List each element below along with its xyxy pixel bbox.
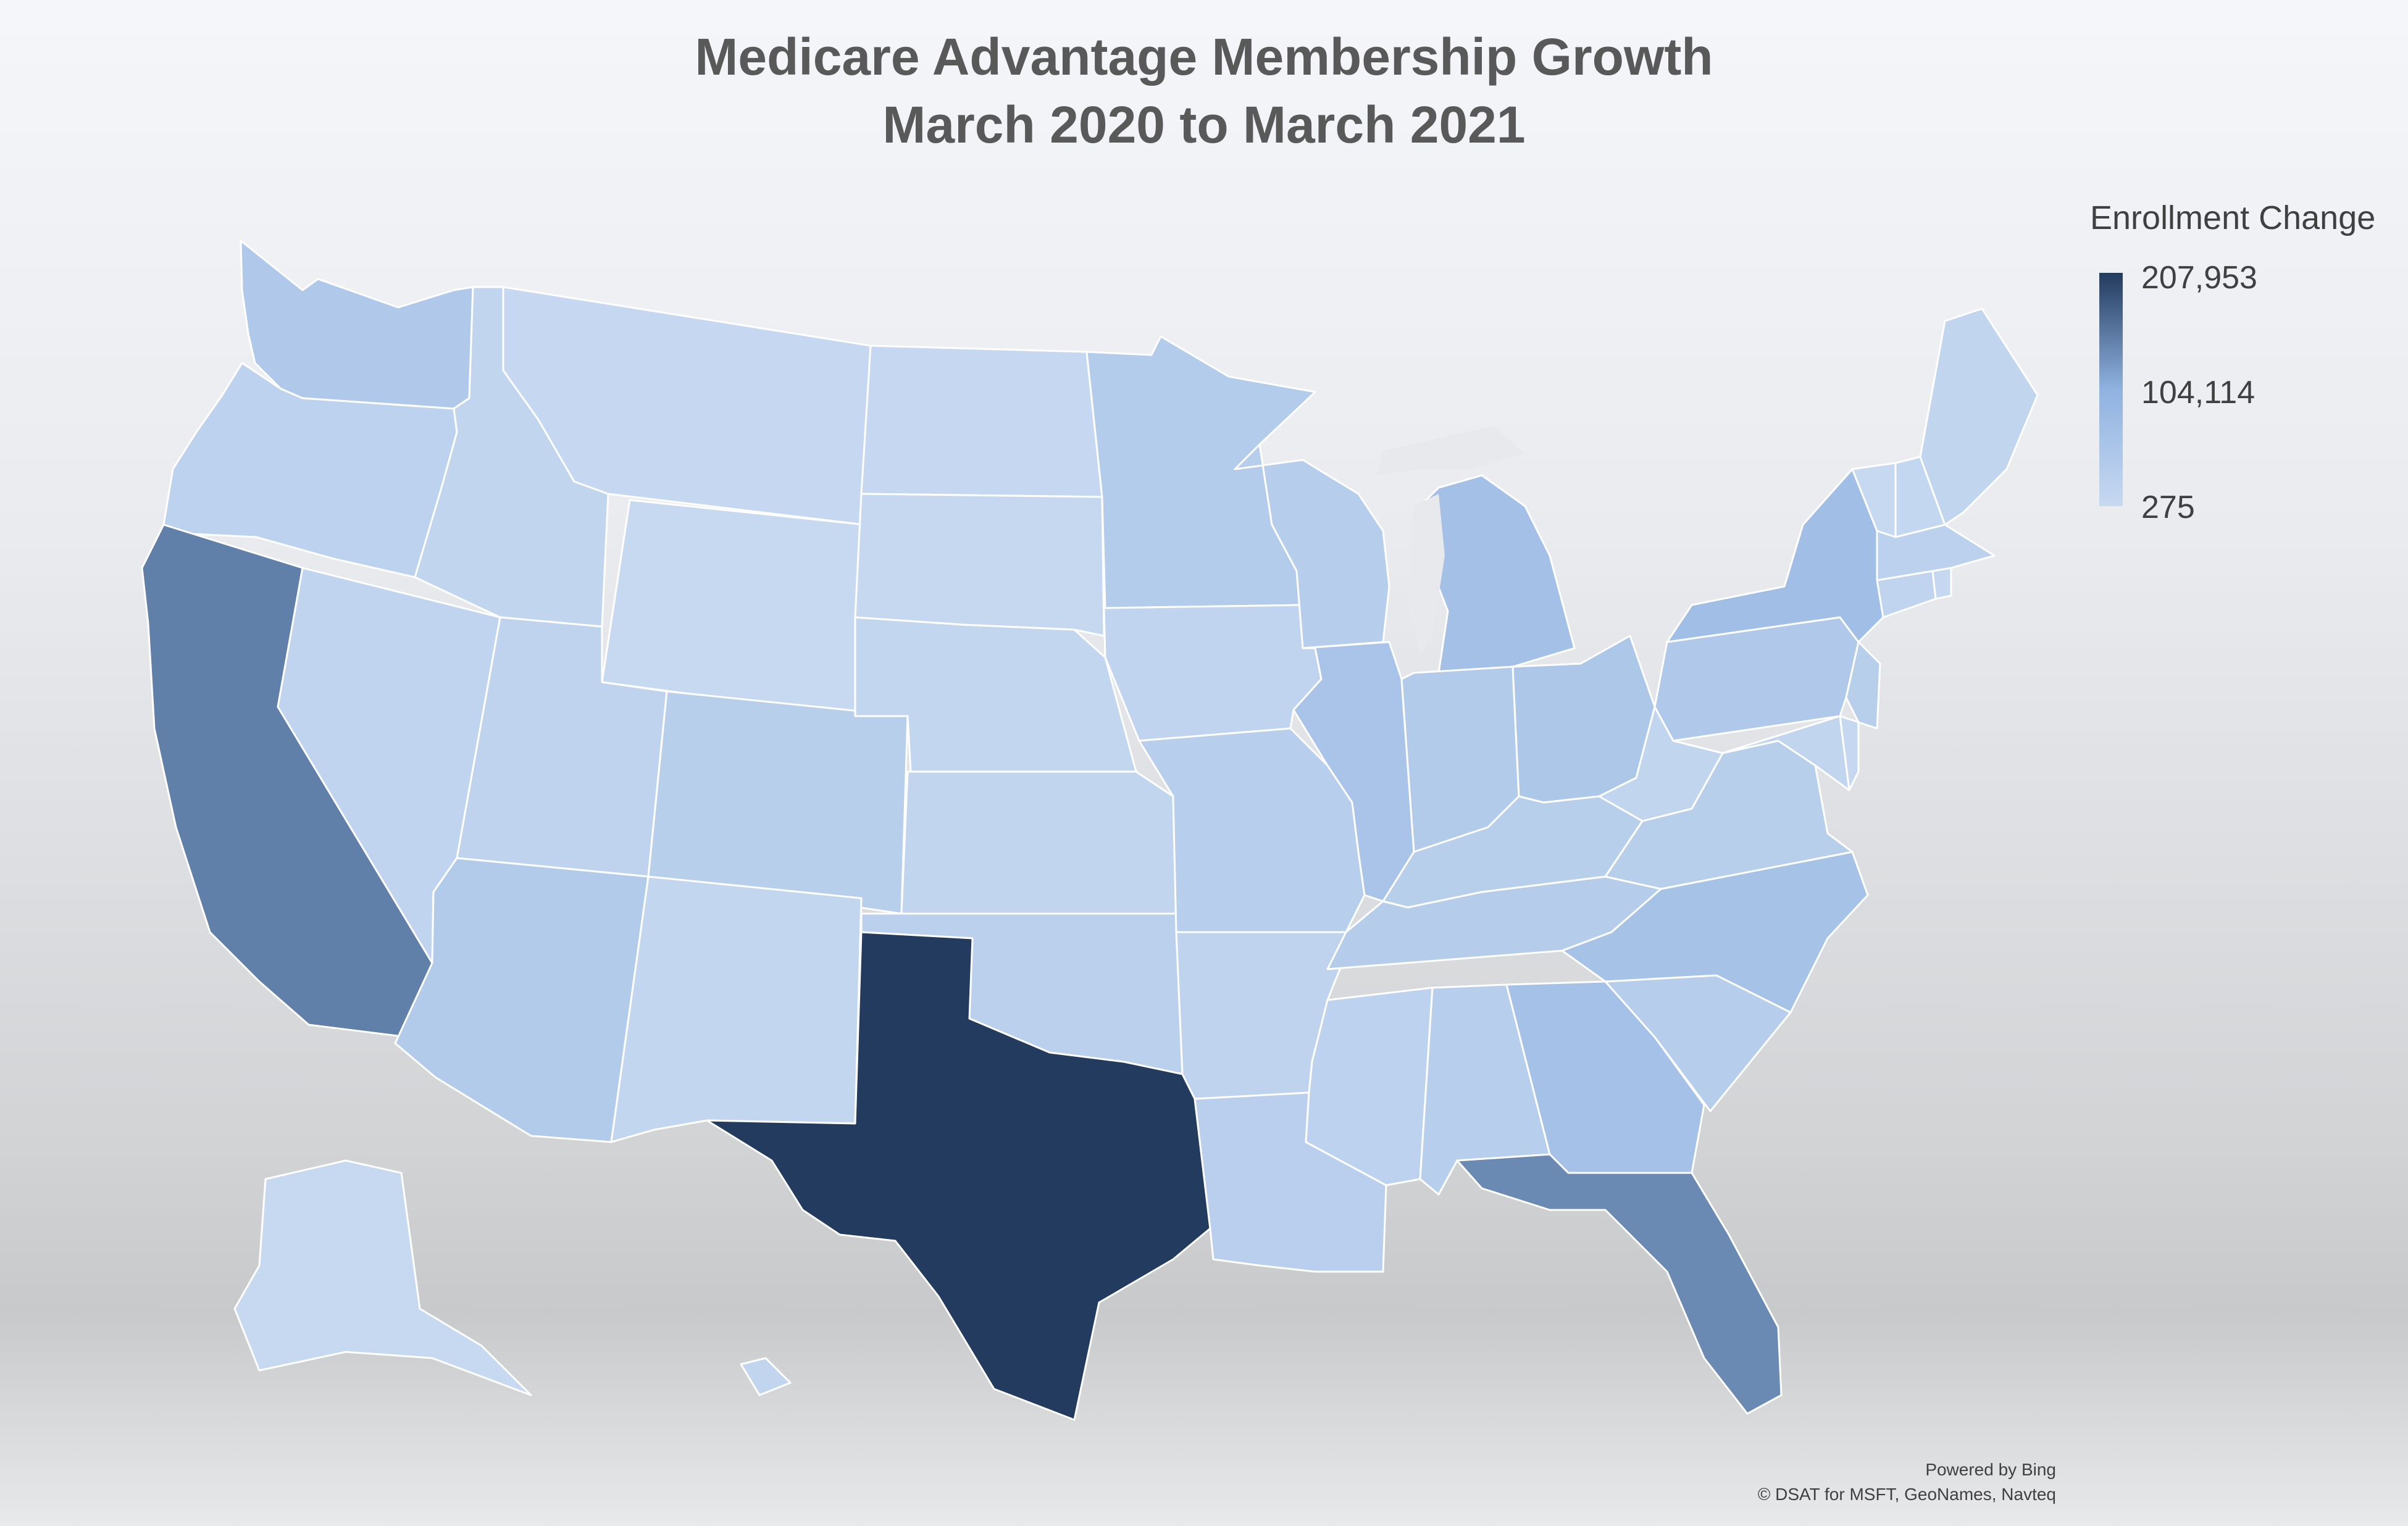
state-ak [233, 1159, 532, 1396]
state-wv [1598, 706, 1724, 822]
state-ny [1666, 468, 1884, 643]
state-me [1919, 307, 2039, 526]
state-tx [706, 931, 1211, 1421]
state-ia [1103, 604, 1323, 742]
lake-water [1377, 426, 1525, 475]
state-wy [601, 499, 866, 717]
state-wa [240, 240, 474, 410]
state-nd [860, 344, 1103, 498]
legend-title: Enrollment Change [2090, 199, 2376, 236]
state-md [1721, 715, 1850, 791]
data-attribution-credit: © DSAT for MSFT, GeoNames, Navteq [1757, 1485, 2056, 1504]
state-nm [610, 875, 863, 1143]
state-de [1839, 715, 1860, 791]
state-ks [900, 770, 1177, 915]
state-mi [1419, 474, 1576, 674]
legend-max-label: 207,953 [2141, 260, 2257, 296]
chart-title-line-2: March 2020 to March 2021 [882, 96, 1526, 154]
state-sd [854, 493, 1105, 637]
state-nj [1845, 641, 1881, 730]
chart-title-line-1: Medicare Advantage Membership Growth [695, 28, 1713, 86]
legend-min-label: 275 [2141, 490, 2195, 525]
state-hi [740, 1357, 792, 1396]
state-fl [1456, 1153, 1783, 1415]
lake-water [1408, 494, 1445, 654]
powered-by-credit: Powered by Bing [1925, 1460, 2056, 1479]
legend-mid-label: 104,114 [2141, 375, 2255, 411]
state-nc [1561, 851, 1869, 1014]
state-or [162, 362, 458, 578]
state-az [394, 857, 650, 1143]
state-ri [1931, 567, 1952, 600]
legend-color-scale [2099, 273, 2123, 506]
